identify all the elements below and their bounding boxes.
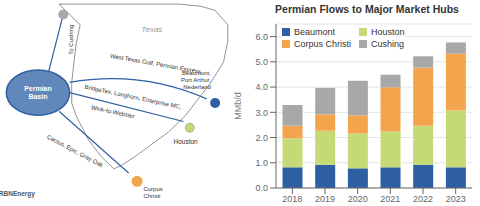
- svg-text:2.0: 2.0: [255, 133, 268, 143]
- svg-text:5.0: 5.0: [255, 57, 268, 67]
- svg-text:6.0: 6.0: [255, 32, 268, 42]
- svg-text:Houston: Houston: [173, 138, 198, 145]
- svg-text:2020: 2020: [348, 194, 368, 204]
- svg-text:CorpusChristi: CorpusChristi: [143, 186, 162, 199]
- svg-text:4.0: 4.0: [255, 82, 268, 92]
- svg-text:RBNEnergy: RBNEnergy: [0, 190, 35, 198]
- svg-text:3.0: 3.0: [255, 108, 268, 118]
- svg-text:2023: 2023: [446, 194, 466, 204]
- svg-text:Texas: Texas: [141, 25, 162, 34]
- svg-text:PermianBasin: PermianBasin: [24, 85, 52, 100]
- svg-text:2021: 2021: [380, 194, 400, 204]
- svg-text:2022: 2022: [413, 194, 433, 204]
- svg-text:MMb/d: MMb/d: [233, 92, 243, 120]
- svg-text:1.0: 1.0: [255, 158, 268, 168]
- svg-text:Cactus, Epic, Gray Oak: Cactus, Epic, Gray Oak: [46, 134, 105, 169]
- svg-text:2018: 2018: [282, 194, 302, 204]
- svg-text:To Cushing: To Cushing: [68, 25, 74, 55]
- svg-text:0.0: 0.0: [255, 183, 268, 193]
- svg-text:West Texas Gulf, Permian Expre: West Texas Gulf, Permian Express: [109, 53, 201, 75]
- svg-text:Wink-to-Webster: Wink-to-Webster: [90, 104, 135, 119]
- svg-text:2019: 2019: [315, 194, 335, 204]
